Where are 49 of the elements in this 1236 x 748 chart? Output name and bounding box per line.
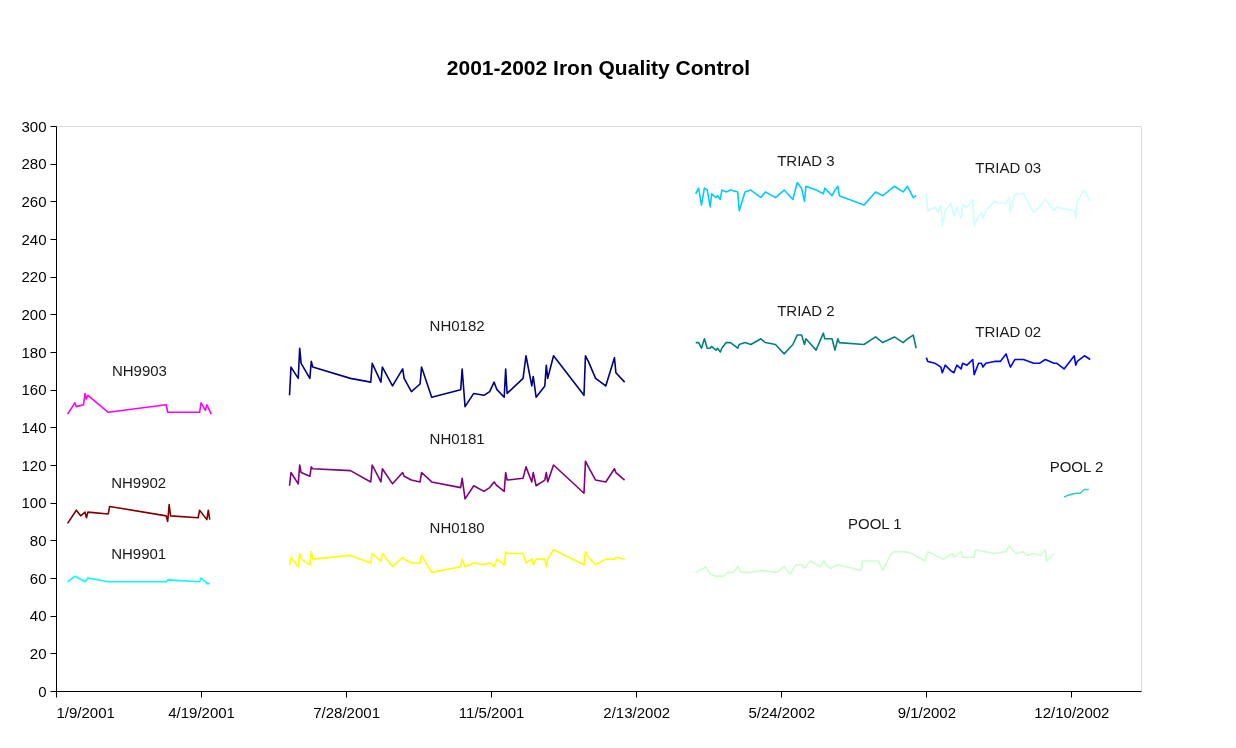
x-tick-label: 2/13/2002 — [603, 703, 671, 721]
series-label: POOL 2 — [1049, 458, 1104, 476]
y-tick-label: 20 — [29, 644, 47, 662]
line-series — [694, 545, 1055, 577]
y-tick-label: 300 — [21, 117, 47, 135]
y-tick-label: 200 — [21, 305, 47, 323]
x-tick-label: 4/19/2001 — [168, 703, 235, 721]
y-tick-label: 100 — [21, 494, 47, 512]
y-tick-label: 180 — [21, 343, 47, 361]
x-tick-label: 1/9/2001 — [56, 703, 115, 721]
series-label: TRIAD 2 — [777, 302, 835, 320]
series-label: TRIAD 3 — [777, 151, 835, 169]
line-series — [694, 332, 917, 355]
series-label: TRIAD 03 — [975, 159, 1042, 177]
x-tick-label: 11/5/2001 — [458, 703, 525, 721]
series-label: NH0181 — [429, 430, 485, 448]
y-tick-label: 240 — [21, 230, 47, 248]
line-series — [66, 575, 211, 585]
line-series — [694, 181, 917, 212]
series-label: NH9903 — [111, 362, 167, 380]
x-tick-label: 5/24/2002 — [748, 703, 816, 721]
line-series — [66, 392, 213, 415]
x-tick-label: 12/10/2002 — [1034, 703, 1110, 721]
y-tick-label: 60 — [29, 569, 47, 587]
y-tick-label: 280 — [21, 155, 47, 173]
y-tick-label: 80 — [29, 531, 47, 549]
series-label: NH0180 — [429, 518, 485, 536]
y-tick-label: 160 — [21, 381, 47, 399]
y-tick-label: 120 — [21, 456, 47, 474]
line-series — [288, 460, 626, 500]
y-tick-label: 40 — [29, 607, 47, 625]
y-tick-label: 260 — [21, 192, 47, 210]
line-series — [1063, 488, 1090, 498]
series-label: NH9902 — [111, 473, 167, 491]
line-series — [288, 548, 626, 574]
series-label: NH9901 — [111, 545, 167, 563]
series-label: TRIAD 02 — [975, 322, 1042, 340]
y-tick-label: 220 — [21, 268, 47, 286]
y-tick-label: 140 — [21, 418, 47, 436]
series-label: POOL 1 — [848, 514, 902, 532]
line-series — [925, 353, 1092, 376]
chart-title: 2001-2002 Iron Quality Control — [446, 56, 751, 79]
line-series — [925, 189, 1092, 227]
line-series — [288, 347, 626, 408]
x-tick-label: 7/28/2001 — [313, 703, 380, 721]
x-tick-label: 9/1/2002 — [897, 703, 957, 721]
text: NH0182 — [429, 317, 485, 335]
line-series — [66, 503, 211, 525]
y-tick-label: 0 — [38, 682, 47, 700]
